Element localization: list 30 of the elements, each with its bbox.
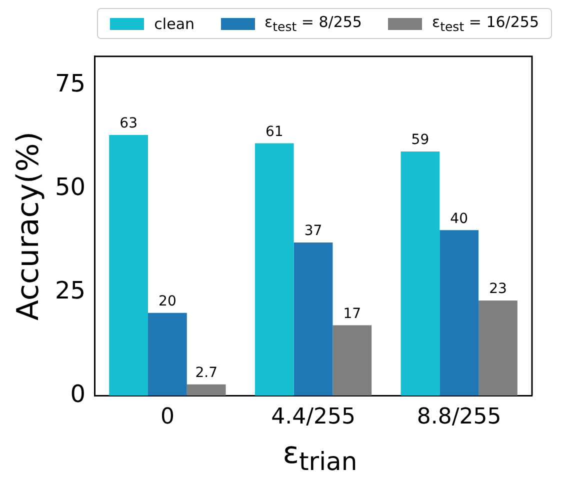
data-label: 17: [343, 306, 362, 322]
data-label: 63: [120, 116, 138, 132]
x-tick-label: 8.8/255: [416, 404, 502, 430]
legend-label: ε$_{test}$ = 16/255: [432, 13, 539, 34]
bar: [440, 230, 479, 396]
data-label: 40: [450, 210, 468, 227]
legend-label: clean: [154, 14, 195, 32]
y-axis-title: Accuracy(%): [10, 132, 46, 320]
x-tick-label: 4.4/255: [271, 404, 356, 430]
data-label: 23: [489, 281, 507, 298]
bar: [148, 312, 187, 396]
data-label: 2.7: [195, 365, 218, 382]
legend-label: ε$_{test}$ = 8/255: [264, 13, 362, 34]
y-tick-label: 75: [54, 70, 86, 98]
bar: [400, 152, 440, 396]
bar: [186, 384, 226, 396]
data-label: 20: [158, 294, 176, 310]
data-label: 59: [411, 132, 430, 148]
y-tick-label: 25: [54, 276, 86, 304]
x-tick-label: 0: [160, 404, 174, 430]
bar: [294, 242, 333, 396]
bar: [478, 300, 518, 396]
x-axis-title: ε$_{trian}$: [282, 435, 358, 478]
bar: [254, 143, 294, 396]
bar: [332, 325, 372, 396]
bar: [109, 134, 148, 396]
data-label: 61: [265, 124, 284, 140]
y-tick-label: 0: [70, 380, 86, 408]
data-label: 37: [304, 223, 322, 240]
y-tick-label: 50: [54, 173, 86, 202]
